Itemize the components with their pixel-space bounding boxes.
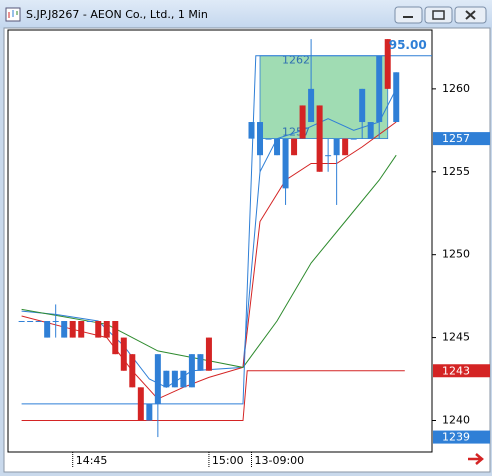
candle-body: [95, 321, 102, 338]
candle-body: [197, 354, 204, 371]
candle-body: [112, 321, 119, 355]
price-marker: [433, 132, 490, 146]
x-tick-label: 14:45: [76, 454, 108, 467]
indicator-line: [21, 121, 397, 400]
candle-body: [86, 321, 93, 323]
candle-body: [129, 354, 136, 388]
candle-body: [35, 321, 42, 323]
price-marker: [433, 364, 490, 378]
candle-body: [274, 138, 281, 156]
candle-body: [146, 403, 153, 421]
y-tick-label: 1250: [442, 248, 470, 261]
candle-body: [325, 155, 332, 157]
candle-body: [265, 138, 272, 140]
price-marker-label: 1243: [442, 364, 470, 377]
candle-body: [248, 122, 255, 139]
candle-body: [154, 354, 161, 404]
range-box: [259, 55, 389, 140]
window-title: S.JP.J8267 - AEON Co., Ltd., 1 Min: [26, 8, 208, 21]
candle-body: [342, 138, 349, 156]
indicator-line: [21, 154, 397, 368]
x-tick-label: 15:00: [212, 454, 244, 467]
candle-body: [367, 122, 374, 139]
scroll-arrow[interactable]: [468, 453, 484, 465]
candle-body: [376, 55, 383, 123]
candle-body: [359, 88, 366, 123]
y-tick-label: 1255: [442, 165, 470, 178]
y-tick-label: 1260: [442, 82, 470, 95]
candle-body: [308, 88, 315, 123]
candle-body: [316, 105, 323, 172]
candle-body: [291, 138, 298, 156]
candle-body: [78, 321, 85, 338]
candle-body: [282, 138, 289, 189]
candle-body: [384, 39, 391, 89]
maximize-button[interactable]: [424, 6, 453, 24]
candle-body: [163, 370, 170, 388]
candle-body: [180, 370, 187, 388]
candle-body: [27, 321, 34, 323]
candle-body: [350, 138, 357, 140]
candle-body: [18, 321, 25, 323]
minimize-button[interactable]: [394, 6, 423, 24]
candle-body: [333, 138, 340, 156]
candle-body: [299, 105, 306, 139]
candle-body: [61, 321, 68, 338]
candle-body: [205, 337, 212, 371]
candle-body: [52, 321, 59, 323]
indicator-line: [21, 370, 405, 421]
candle-body: [393, 72, 400, 123]
candle-body: [257, 122, 264, 156]
price-marker-label: 1239: [442, 431, 470, 444]
price-marker: [433, 430, 490, 444]
annotation: 95.00: [389, 38, 427, 52]
candle-body: [188, 354, 195, 388]
candle-body: [171, 370, 178, 388]
candle-body: [120, 337, 127, 371]
candle-body: [137, 387, 144, 421]
close-button[interactable]: [454, 6, 487, 24]
y-tick-label: 1245: [442, 331, 470, 344]
y-tick-label: 1240: [442, 413, 470, 426]
price-marker-label: 1257: [442, 132, 470, 145]
x-tick-label: 13-09:00: [255, 454, 305, 467]
app-icon: [5, 7, 21, 22]
box-high-label: 1262: [282, 54, 310, 67]
candle-body: [44, 321, 51, 338]
candle-body: [69, 321, 76, 338]
indicator-line: [21, 55, 432, 405]
candle-body: [103, 321, 110, 338]
